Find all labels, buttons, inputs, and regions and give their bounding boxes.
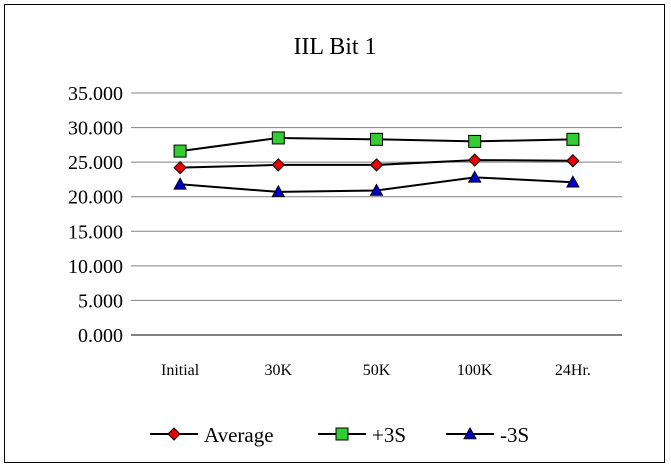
data-point <box>173 160 187 175</box>
x-axis-ticks: Initial 30K 50K 100K 24Hr. <box>161 362 591 379</box>
chart-frame <box>4 4 665 463</box>
y-tick-label: 35.000 <box>68 83 123 105</box>
legend-marker <box>463 426 477 440</box>
data-point <box>566 175 580 188</box>
y-tick-label: 10.000 <box>68 256 123 278</box>
series-group <box>173 131 580 198</box>
legend: Average +3S -3S <box>150 423 529 447</box>
series-1 <box>173 153 580 175</box>
legend-item: Average <box>150 423 274 447</box>
data-point <box>566 132 580 146</box>
chart-title: IIL Bit 1 <box>293 34 376 60</box>
data-point <box>369 183 384 196</box>
legend-label: -3S <box>500 423 529 447</box>
y-tick-label: 25.000 <box>68 152 123 174</box>
data-point <box>467 153 482 167</box>
data-point <box>369 158 384 172</box>
x-tick-label: 24Hr. <box>555 362 591 379</box>
y-tick-label: 0.000 <box>78 325 123 347</box>
y-tick-label: 5.000 <box>78 290 123 312</box>
data-point <box>370 132 383 146</box>
data-point <box>271 184 286 198</box>
x-tick-label: 30K <box>265 362 293 379</box>
legend-label: Average <box>204 423 274 447</box>
data-point <box>467 170 482 183</box>
data-point <box>468 134 482 148</box>
y-axis-ticks: 0.000 5.000 10.000 15.000 20.000 25.000 30.000… <box>68 83 123 347</box>
legend-marker <box>167 427 181 441</box>
legend-label: +3S <box>372 423 406 447</box>
legend-item: -3S <box>446 423 529 447</box>
series-2 <box>173 131 580 158</box>
data-point <box>566 154 580 168</box>
x-tick-label: 100K <box>457 362 493 379</box>
data-point <box>173 144 187 158</box>
data-point <box>271 131 285 145</box>
x-tick-label: 50K <box>363 362 391 379</box>
data-point <box>173 177 187 190</box>
y-tick-label: 30.000 <box>68 118 123 140</box>
series-3 <box>173 170 580 198</box>
data-point <box>271 158 286 172</box>
y-tick-label: 20.000 <box>68 187 123 209</box>
legend-item: +3S <box>318 423 406 447</box>
gridlines <box>131 92 622 336</box>
y-tick-label: 15.000 <box>68 221 123 243</box>
x-tick-label: Initial <box>161 362 200 379</box>
legend-marker <box>335 427 349 441</box>
